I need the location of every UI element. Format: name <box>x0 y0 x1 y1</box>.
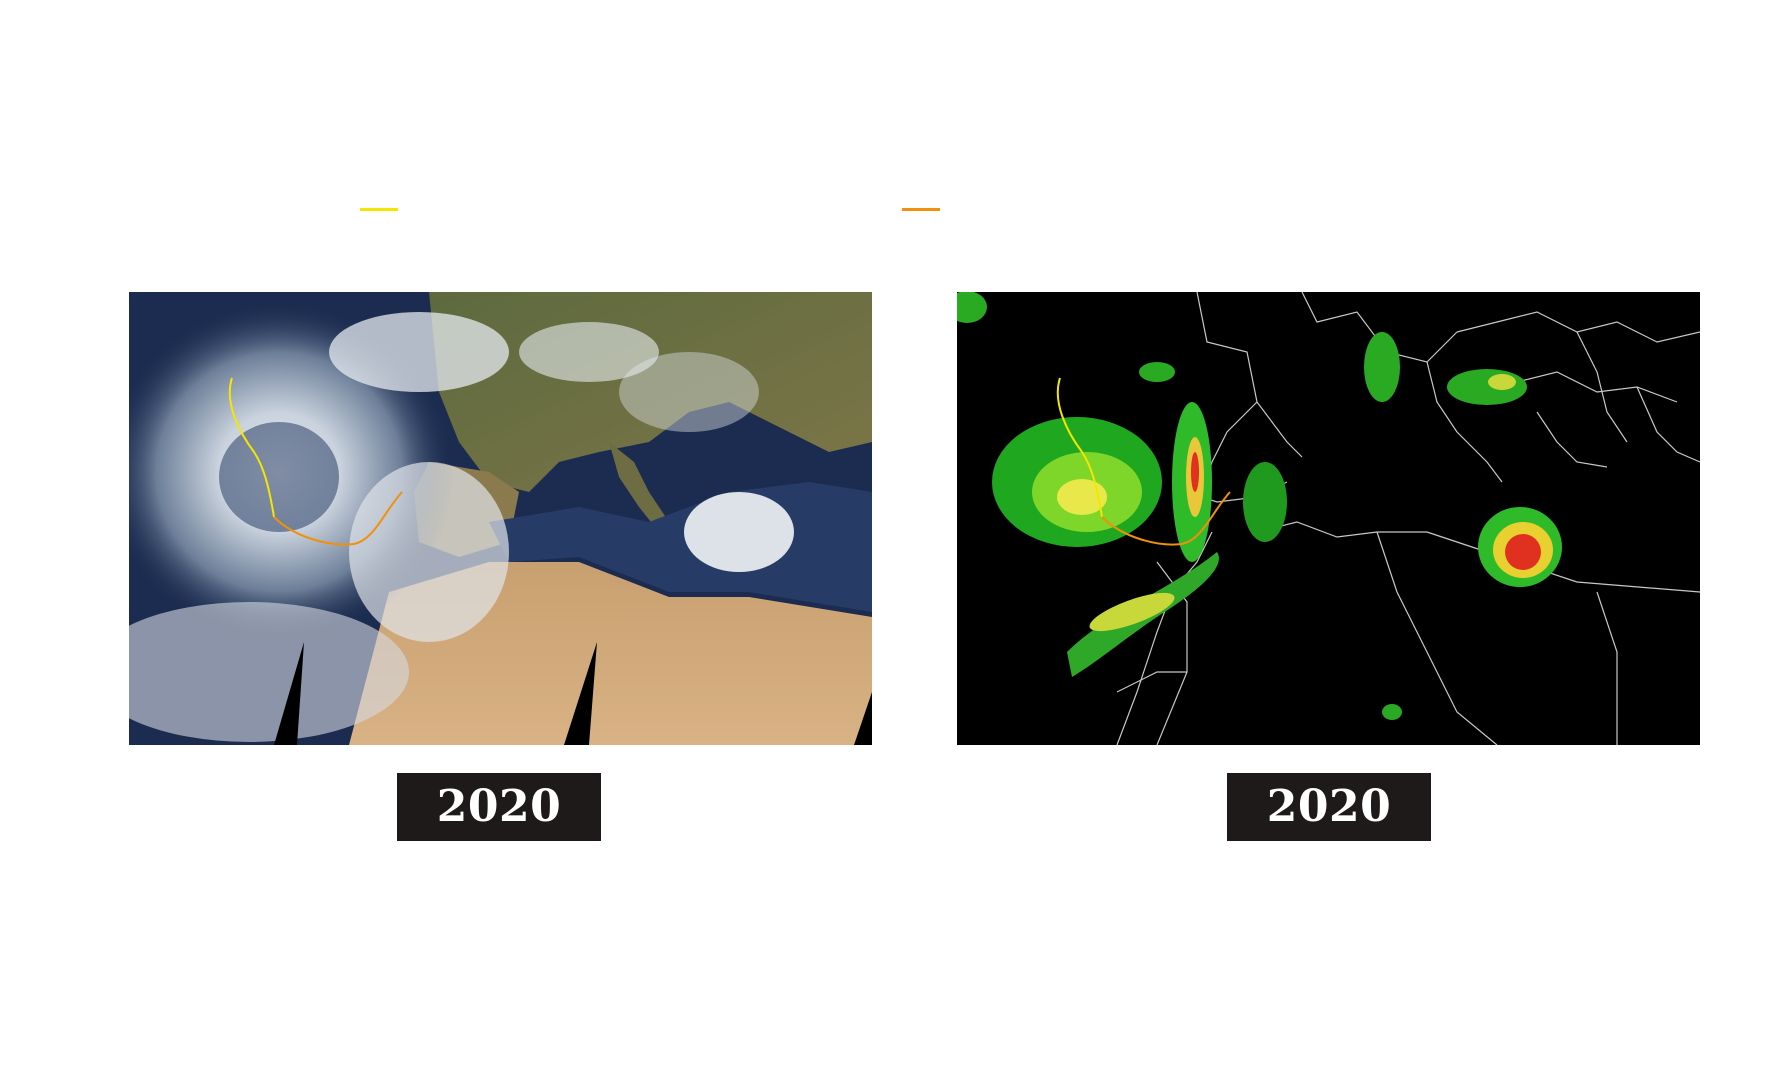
medicane-cloud <box>684 492 794 572</box>
swath-gap-3 <box>854 692 872 745</box>
rain-area-spain-east <box>1243 462 1287 542</box>
cloud-band-north <box>329 312 509 392</box>
rain-area-alps-east <box>1447 369 1527 405</box>
storm-track-secondary <box>1101 491 1231 546</box>
rain-area-cyclone-peak <box>1057 479 1107 515</box>
italy-landmass <box>609 442 669 532</box>
swath-gap-2 <box>564 642 597 745</box>
legend-swatch-yellow <box>360 208 398 211</box>
cloud-band-balkans <box>619 352 759 432</box>
swath-gap-1 <box>274 642 304 745</box>
rain-band-iberia-peak <box>1191 452 1199 492</box>
rain-area-alps-west <box>1364 332 1400 402</box>
cyclone-eye <box>219 422 339 532</box>
year-label-right: 2020 <box>1227 773 1431 841</box>
medicane-rain-peak <box>1505 534 1541 570</box>
cloud-band-alps <box>519 322 659 382</box>
legend-swatch-orange <box>902 208 940 211</box>
year-label-left: 2020 <box>397 773 601 841</box>
precipitation-radar-panel <box>957 292 1700 745</box>
storm-track-secondary <box>273 491 403 546</box>
rain-area-north-atlantic <box>1139 362 1175 382</box>
storm-track-primary <box>228 377 275 518</box>
satellite-map <box>129 292 872 745</box>
rain-area-alps-east-core <box>1488 374 1516 390</box>
satellite-image-panel <box>129 292 872 745</box>
precipitation-field <box>957 292 1562 720</box>
rain-area-sahara <box>1382 704 1402 720</box>
cloud-band-south <box>129 602 409 742</box>
rain-band-southwest-core <box>1089 592 1175 632</box>
rain-area-corner <box>957 292 987 323</box>
cloud-band-west <box>349 462 509 642</box>
precipitation-map <box>957 292 1700 745</box>
storm-track-primary <box>1056 377 1103 518</box>
